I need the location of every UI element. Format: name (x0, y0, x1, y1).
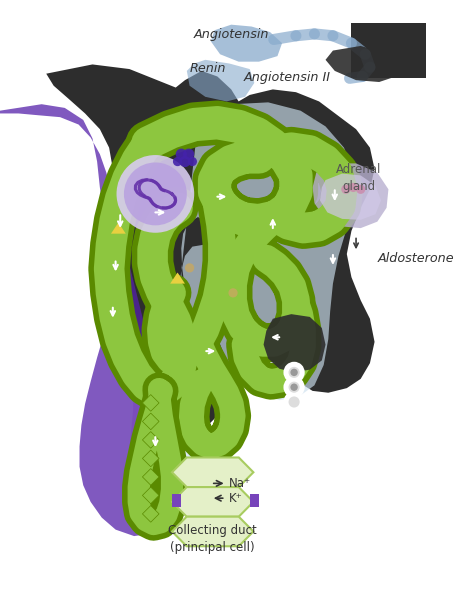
Polygon shape (172, 458, 254, 487)
Polygon shape (142, 469, 159, 485)
Circle shape (117, 155, 194, 232)
Circle shape (341, 185, 350, 194)
Polygon shape (111, 223, 126, 234)
Circle shape (289, 382, 300, 393)
Polygon shape (264, 314, 325, 373)
Polygon shape (187, 60, 254, 101)
Circle shape (349, 183, 358, 192)
Text: Na⁺: Na⁺ (230, 477, 252, 490)
Polygon shape (325, 46, 398, 82)
Polygon shape (172, 517, 254, 546)
Circle shape (290, 368, 298, 376)
Circle shape (290, 384, 298, 391)
Polygon shape (313, 163, 389, 228)
Text: Collecting duct
(principal cell): Collecting duct (principal cell) (168, 524, 257, 554)
Circle shape (173, 157, 182, 166)
Polygon shape (211, 25, 282, 62)
Circle shape (289, 367, 300, 378)
Circle shape (176, 149, 187, 160)
Bar (172, 495, 181, 507)
Circle shape (183, 149, 194, 160)
Polygon shape (172, 487, 254, 517)
Polygon shape (142, 506, 159, 522)
Polygon shape (142, 487, 159, 504)
Polygon shape (142, 395, 159, 411)
Polygon shape (351, 23, 426, 78)
Polygon shape (320, 174, 381, 220)
Circle shape (179, 156, 190, 167)
Polygon shape (46, 64, 374, 437)
Circle shape (285, 363, 303, 382)
Text: Renin: Renin (189, 62, 226, 75)
Circle shape (188, 157, 197, 166)
Polygon shape (142, 413, 159, 430)
Circle shape (185, 263, 194, 273)
Polygon shape (142, 450, 159, 467)
Text: Aldosterone: Aldosterone (377, 252, 454, 265)
Text: Adrenal
gland: Adrenal gland (336, 163, 382, 193)
Text: K⁺: K⁺ (230, 492, 243, 504)
Circle shape (229, 288, 238, 297)
Circle shape (124, 163, 187, 225)
Circle shape (285, 393, 303, 411)
Text: Angiotensin: Angiotensin (194, 29, 269, 41)
Circle shape (356, 185, 365, 194)
Text: Angiotensin II: Angiotensin II (244, 71, 331, 84)
Polygon shape (170, 273, 185, 283)
Polygon shape (142, 432, 159, 448)
Bar (250, 495, 259, 507)
Circle shape (285, 378, 303, 396)
Polygon shape (0, 104, 180, 536)
Polygon shape (130, 388, 183, 530)
Polygon shape (159, 103, 353, 506)
Circle shape (289, 396, 300, 407)
